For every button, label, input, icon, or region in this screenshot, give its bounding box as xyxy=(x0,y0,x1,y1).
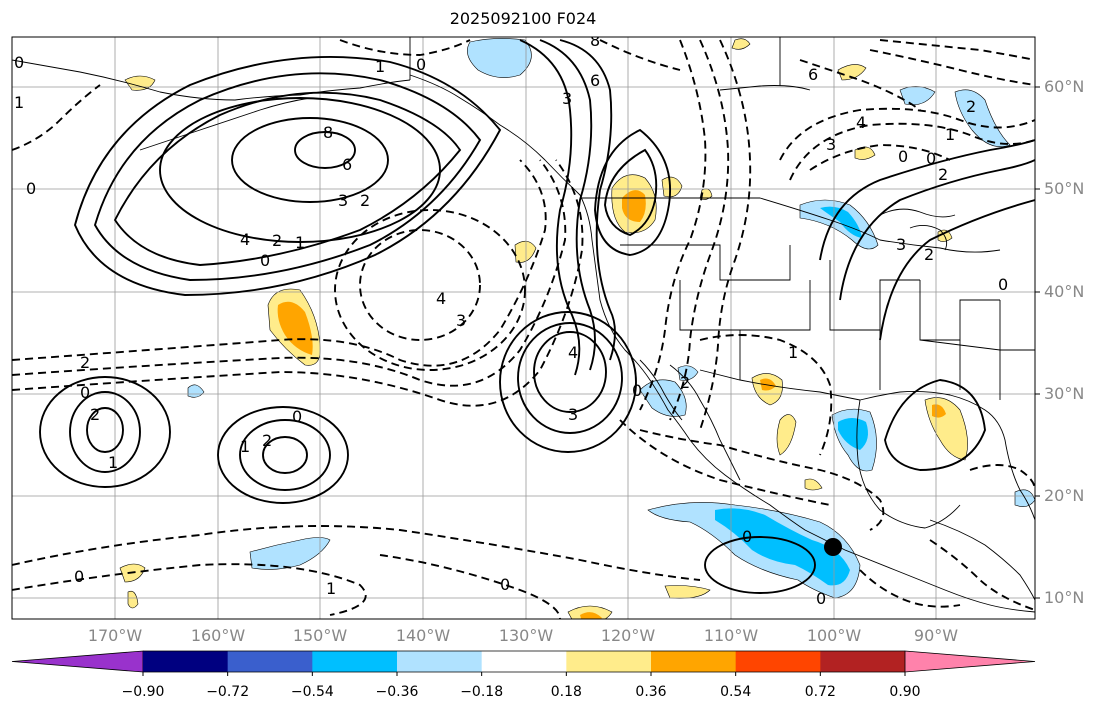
lon-label: 130°W xyxy=(498,626,554,645)
colorbar-tick-label: −0.18 xyxy=(460,684,504,700)
colorbar-tick-label: −0.90 xyxy=(121,684,165,700)
contour-label: 0 xyxy=(26,179,36,198)
colorbar-tick-label: 0.36 xyxy=(635,684,667,700)
contour-label: 0 xyxy=(80,383,90,402)
colorbar-bin xyxy=(227,651,313,672)
contour-label: 2 xyxy=(966,97,976,116)
lon-label: 100°W xyxy=(806,626,862,645)
lat-label: 10°N xyxy=(1044,588,1085,607)
colorbar-tick-label: −0.54 xyxy=(290,684,334,700)
contour-label: 3 xyxy=(568,405,578,424)
contour-label: 3 xyxy=(456,311,466,330)
lon-label: 110°W xyxy=(703,626,759,645)
anomaly-negative-alaska xyxy=(467,38,532,78)
colorbar-tick-label: −0.72 xyxy=(206,684,250,700)
contour-label: 8 xyxy=(323,123,333,142)
lon-label: 120°W xyxy=(600,626,656,645)
contours-negative xyxy=(12,39,1035,619)
colorbar-bin xyxy=(735,651,821,672)
contour-label: 6 xyxy=(590,71,600,90)
colorbar-bin xyxy=(651,651,737,672)
coastlines xyxy=(12,37,1035,613)
contour-label: 0 xyxy=(292,407,302,426)
contour-label: 2 xyxy=(360,191,370,210)
colorbar-tick-label: −0.36 xyxy=(375,684,419,700)
contour-label: 2 xyxy=(272,231,282,250)
contour-label: 4 xyxy=(240,230,250,249)
colorbar-extend-low xyxy=(11,650,144,673)
lon-label: 150°W xyxy=(292,626,348,645)
contour-label: 2 xyxy=(90,405,100,424)
storm-center-marker xyxy=(824,538,842,556)
lat-label: 20°N xyxy=(1044,486,1085,505)
contour-label: 0 xyxy=(632,381,642,400)
colorbar-bin xyxy=(397,651,483,672)
map-title: 2025092100 F024 xyxy=(449,9,597,28)
contour-label: 8 xyxy=(590,31,600,50)
map-border xyxy=(11,36,1036,620)
contour-label: 0 xyxy=(500,575,510,594)
contour-label: 6 xyxy=(342,155,352,174)
lat-label: 50°N xyxy=(1044,179,1085,198)
contour-label: 1 xyxy=(945,125,955,144)
lat-label: 40°N xyxy=(1044,282,1085,301)
contour-label: 3 xyxy=(338,191,348,210)
contour-label: 4 xyxy=(856,113,866,132)
colorbar-tick-label: 0.90 xyxy=(889,684,921,700)
contour-label: 0 xyxy=(998,275,1008,294)
lat-label: 60°N xyxy=(1044,77,1085,96)
colorbar-bin xyxy=(312,651,398,672)
contour-label: 1 xyxy=(295,233,305,252)
colorbar-bin xyxy=(820,651,906,672)
colorbar-tick-label: 0.72 xyxy=(804,684,836,700)
contour-label: 0 xyxy=(14,53,24,72)
colorbar-tick-label: 0.54 xyxy=(720,684,752,700)
contour-label: 2 xyxy=(938,165,948,184)
lon-label: 170°W xyxy=(87,626,143,645)
colorbar-bin xyxy=(143,651,229,672)
shaded-anomalies xyxy=(119,38,1035,619)
graticule xyxy=(12,37,1035,619)
colorbar-bin xyxy=(481,651,567,672)
contour-labels: 0 1 0 8 6 3 6 1 8 6 3 2 4 2 1 0 4 3 2 4 … xyxy=(14,31,1008,608)
contour-label: 0 xyxy=(898,147,908,166)
contour-label: 1 xyxy=(326,579,336,598)
contours-positive xyxy=(39,39,1035,594)
lon-label: 140°W xyxy=(395,626,451,645)
colorbar-extend-high xyxy=(904,650,1036,673)
contour-label: 2 xyxy=(924,245,934,264)
colorbar-bin xyxy=(566,651,652,672)
contour-label: 2 xyxy=(680,373,690,392)
contour-label: 0 xyxy=(416,55,426,74)
lat-label: 30°N xyxy=(1044,384,1085,403)
contour-label: 3 xyxy=(826,135,836,154)
contour-label: 1 xyxy=(788,343,798,362)
contour-label: 4 xyxy=(436,289,446,308)
contour-label: 1 xyxy=(240,437,250,456)
contour-label: 1 xyxy=(14,93,24,112)
axis-ticks xyxy=(1035,86,1040,599)
contour-label: 1 xyxy=(108,453,118,472)
contour-label: 6 xyxy=(808,65,818,84)
contour-label: 4 xyxy=(568,343,578,362)
contour-label: 3 xyxy=(896,235,906,254)
contour-label: 0 xyxy=(260,251,270,270)
contour-label: 1 xyxy=(375,57,385,76)
colorbar-tick-label: 0.18 xyxy=(550,684,582,700)
lon-label: 90°W xyxy=(913,626,959,645)
contour-label: 0 xyxy=(74,567,84,586)
lon-label: 160°W xyxy=(190,626,246,645)
contour-label: 0 xyxy=(742,527,752,546)
contour-label: 0 xyxy=(816,589,826,608)
contour-label: 2 xyxy=(80,353,90,372)
contour-label: 3 xyxy=(562,89,572,108)
contour-label: 0 xyxy=(926,149,936,168)
contour-label: 2 xyxy=(262,431,272,450)
colorbar xyxy=(11,650,1036,676)
